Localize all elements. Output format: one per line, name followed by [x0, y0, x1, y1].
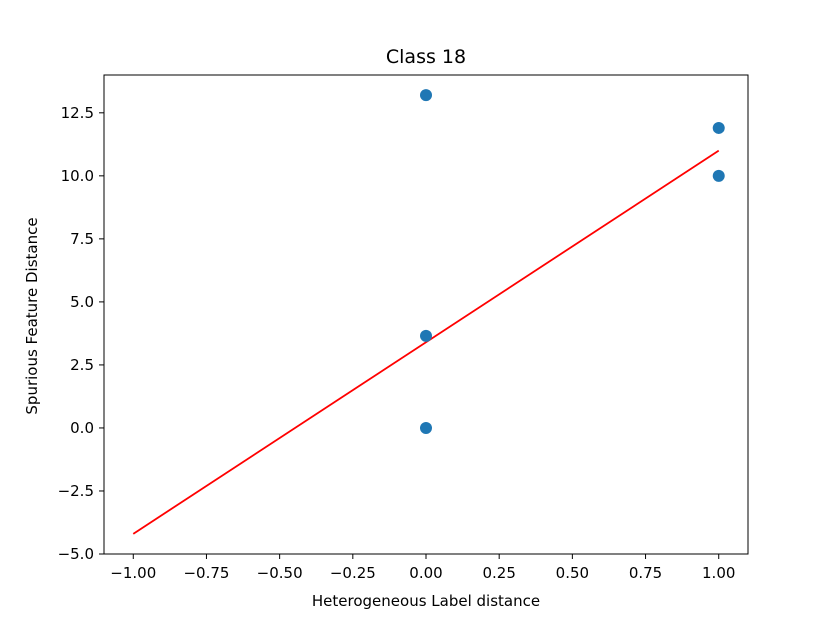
y-tick-label: 7.5 — [70, 230, 94, 248]
y-tick-label: 10.0 — [61, 167, 94, 185]
x-tick-label: 1.00 — [702, 564, 735, 582]
x-tick-label: 0.25 — [482, 564, 515, 582]
x-tick-label: −1.00 — [110, 564, 156, 582]
x-tick-label: −0.25 — [330, 564, 376, 582]
x-tick-label: 0.50 — [556, 564, 589, 582]
x-tick-label: −0.50 — [257, 564, 303, 582]
x-tick-label: 0.00 — [409, 564, 442, 582]
scatter-point — [420, 329, 432, 342]
y-tick-label: 5.0 — [70, 293, 94, 311]
x-tick-label: −0.75 — [183, 564, 229, 582]
y-tick-label: 2.5 — [70, 356, 94, 374]
regression-line — [132, 149, 720, 535]
scatter-point — [420, 89, 432, 102]
x-axis-label: Heterogeneous Label distance — [312, 592, 540, 610]
plot-frame — [103, 74, 749, 555]
y-axis-label: Spurious Feature Distance — [23, 217, 41, 414]
y-tick-label: 12.5 — [61, 104, 94, 122]
y-tick-label: −5.0 — [58, 545, 94, 563]
scatter-point — [712, 169, 725, 182]
y-tick-label: −2.5 — [58, 482, 94, 500]
chart-title: Class 18 — [386, 46, 466, 68]
y-tick-label: 0.0 — [70, 419, 94, 437]
plot-area — [132, 89, 725, 535]
scatter-point — [420, 421, 432, 434]
x-axis: −1.00 −0.75 −0.50 −0.25 0.00 0.25 0.50 0.75 1.00 — [110, 554, 735, 582]
x-tick-label: 0.75 — [629, 564, 662, 582]
y-axis: −5.0 −2.5 0.0 2.5 5.0 7.5 10.0 12.5 — [58, 104, 104, 563]
scatter-point — [712, 121, 725, 134]
